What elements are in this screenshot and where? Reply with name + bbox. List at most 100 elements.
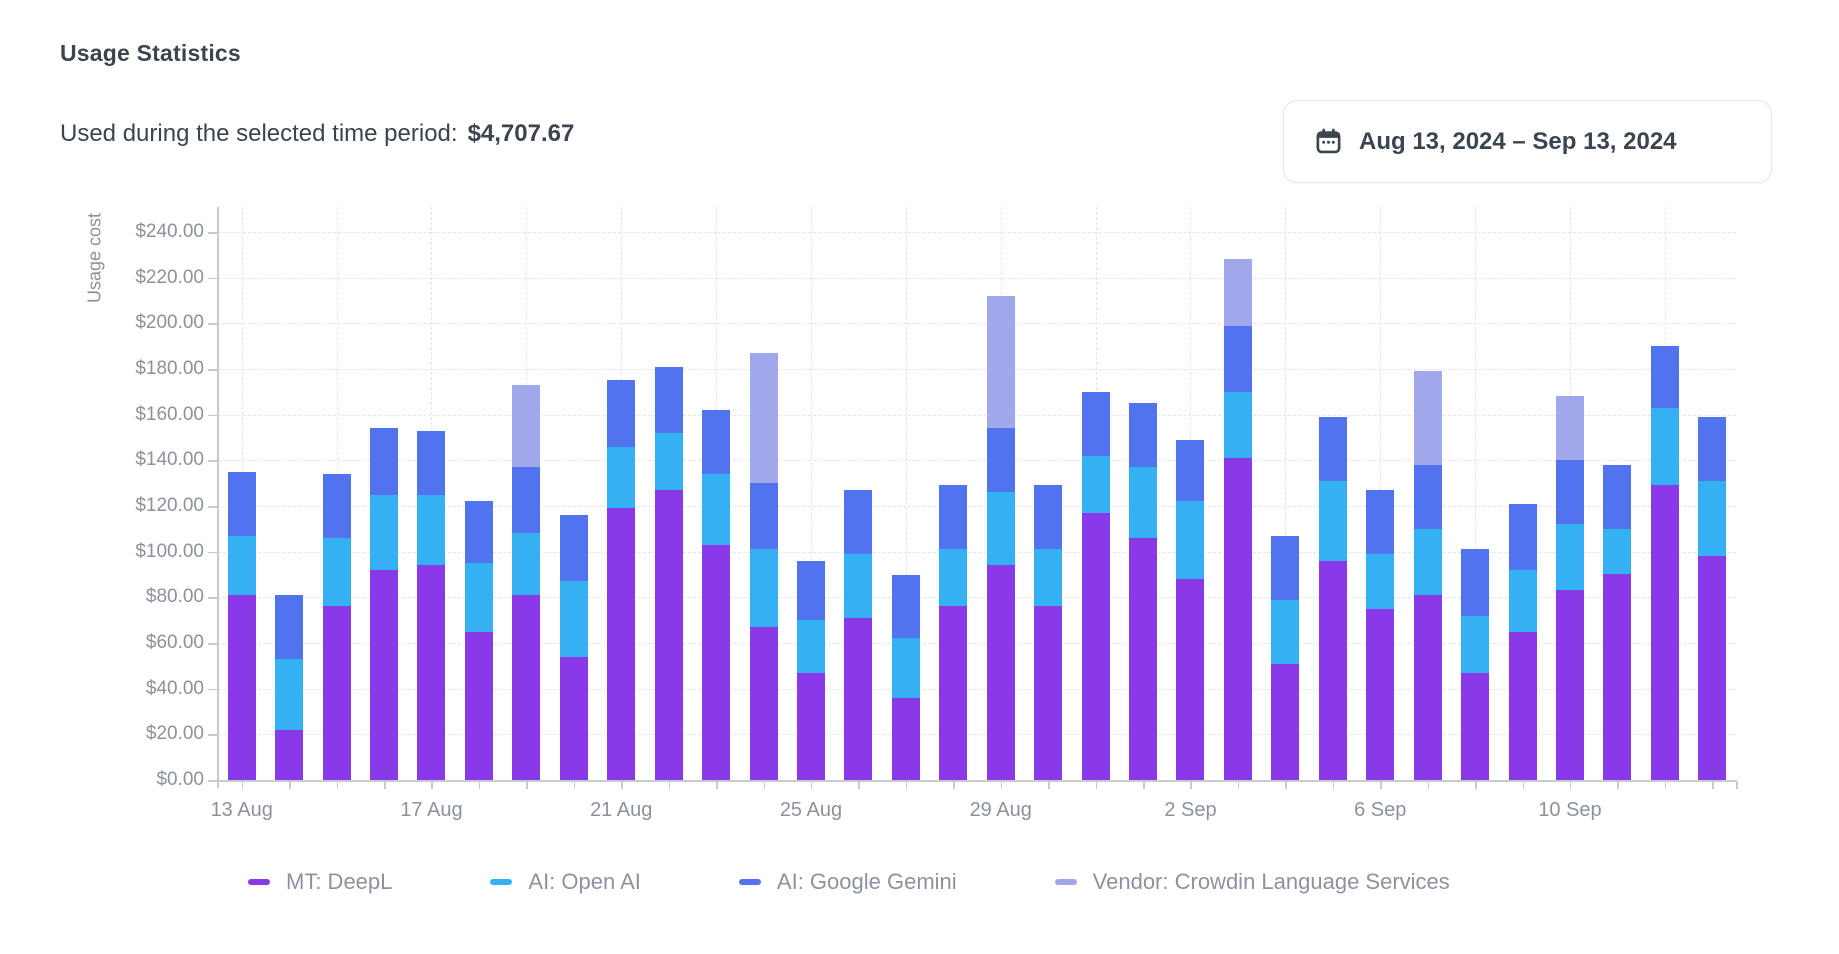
bar-segment-mt-deepl[interactable] [891, 697, 920, 780]
bar-segment-ai-google-gemini[interactable] [1555, 460, 1584, 525]
bar-segment-ai-google-gemini[interactable] [939, 485, 968, 550]
bar-segment-ai-google-gemini[interactable] [1176, 439, 1205, 502]
legend-item-ai-open-ai[interactable]: AI: Open AI [490, 869, 641, 895]
bar-3-sep[interactable] [1223, 259, 1252, 780]
bar-segment-ai-open-ai[interactable] [1366, 553, 1395, 609]
bar-25-aug[interactable] [796, 560, 825, 780]
bar-7-sep[interactable] [1413, 371, 1442, 780]
bar-8-sep[interactable] [1461, 549, 1490, 780]
bar-segment-ai-google-gemini[interactable] [1508, 503, 1537, 570]
bar-segment-mt-deepl[interactable] [654, 489, 683, 780]
bar-segment-mt-deepl[interactable] [1603, 574, 1632, 780]
bar-segment-ai-google-gemini[interactable] [796, 560, 825, 621]
bar-segment-mt-deepl[interactable] [607, 508, 636, 780]
legend-item-vendor-crowdin-language-services[interactable]: Vendor: Crowdin Language Services [1054, 869, 1450, 895]
bar-30-aug[interactable] [1034, 485, 1063, 780]
bar-segment-ai-google-gemini[interactable] [654, 366, 683, 433]
bar-segment-ai-open-ai[interactable] [1413, 528, 1442, 596]
bar-segment-mt-deepl[interactable] [1034, 606, 1063, 780]
bar-segment-ai-open-ai[interactable] [1223, 391, 1252, 458]
bar-segment-ai-google-gemini[interactable] [464, 501, 493, 564]
bar-segment-mt-deepl[interactable] [796, 672, 825, 780]
bar-segment-mt-deepl[interactable] [322, 606, 351, 780]
bar-segment-ai-google-gemini[interactable] [607, 380, 636, 447]
bar-segment-ai-open-ai[interactable] [275, 658, 304, 730]
bar-segment-ai-google-gemini[interactable] [417, 430, 446, 495]
bar-segment-mt-deepl[interactable] [227, 595, 256, 780]
bar-segment-mt-deepl[interactable] [1081, 512, 1110, 780]
bar-segment-ai-google-gemini[interactable] [891, 574, 920, 639]
bar-segment-ai-google-gemini[interactable] [512, 467, 541, 534]
bar-segment-vendor-crowdin-language-services[interactable] [512, 384, 541, 468]
bar-segment-mt-deepl[interactable] [702, 544, 731, 780]
bar-10-sep[interactable] [1555, 396, 1584, 780]
bar-segment-ai-open-ai[interactable] [986, 492, 1015, 566]
bar-23-aug[interactable] [702, 410, 731, 780]
bar-segment-ai-open-ai[interactable] [370, 494, 399, 570]
bar-segment-mt-deepl[interactable] [417, 565, 446, 780]
bar-segment-mt-deepl[interactable] [370, 569, 399, 780]
bar-segment-ai-open-ai[interactable] [1603, 528, 1632, 575]
bar-segment-mt-deepl[interactable] [559, 656, 588, 780]
bar-5-sep[interactable] [1318, 416, 1347, 780]
bar-16-aug[interactable] [370, 428, 399, 780]
bar-segment-ai-open-ai[interactable] [1318, 480, 1347, 561]
bar-segment-ai-google-gemini[interactable] [559, 515, 588, 582]
bar-segment-ai-open-ai[interactable] [1271, 599, 1300, 664]
bar-segment-ai-open-ai[interactable] [844, 553, 873, 618]
bar-19-aug[interactable] [512, 384, 541, 780]
bar-segment-ai-google-gemini[interactable] [1129, 403, 1158, 468]
bar-1-sep[interactable] [1129, 403, 1158, 780]
bar-13-aug[interactable] [227, 471, 256, 780]
bar-26-aug[interactable] [844, 490, 873, 780]
bar-6-sep[interactable] [1366, 490, 1395, 780]
bar-segment-ai-open-ai[interactable] [512, 533, 541, 595]
bar-segment-ai-open-ai[interactable] [1129, 467, 1158, 538]
date-range-picker[interactable]: Aug 13, 2024 – Sep 13, 2024 [1283, 100, 1772, 183]
bar-12-sep[interactable] [1650, 346, 1679, 780]
bar-segment-mt-deepl[interactable] [1650, 485, 1679, 780]
bar-segment-ai-google-gemini[interactable] [1366, 490, 1395, 554]
bar-segment-ai-google-gemini[interactable] [1034, 485, 1063, 550]
bar-segment-mt-deepl[interactable] [1413, 595, 1442, 780]
bar-segment-ai-google-gemini[interactable] [1413, 464, 1442, 529]
bar-segment-vendor-crowdin-language-services[interactable] [749, 353, 778, 484]
bar-27-aug[interactable] [891, 574, 920, 781]
bar-segment-ai-open-ai[interactable] [891, 638, 920, 698]
bar-segment-ai-open-ai[interactable] [1555, 524, 1584, 591]
bar-2-sep[interactable] [1176, 439, 1205, 780]
bar-29-aug[interactable] [986, 295, 1015, 780]
bar-13-sep[interactable] [1698, 416, 1727, 780]
bar-31-aug[interactable] [1081, 391, 1110, 780]
bar-15-aug[interactable] [322, 474, 351, 780]
bar-segment-ai-google-gemini[interactable] [749, 483, 778, 550]
bar-segment-ai-open-ai[interactable] [559, 581, 588, 657]
bar-segment-mt-deepl[interactable] [1508, 631, 1537, 780]
bar-segment-vendor-crowdin-language-services[interactable] [986, 295, 1015, 429]
bar-segment-ai-google-gemini[interactable] [227, 471, 256, 536]
bar-segment-ai-open-ai[interactable] [1034, 549, 1063, 607]
bar-segment-ai-open-ai[interactable] [1698, 480, 1727, 557]
bar-segment-mt-deepl[interactable] [1366, 608, 1395, 780]
bar-segment-ai-google-gemini[interactable] [322, 474, 351, 538]
bar-segment-ai-google-gemini[interactable] [275, 595, 304, 659]
bar-segment-ai-google-gemini[interactable] [1461, 549, 1490, 616]
bar-14-aug[interactable] [275, 595, 304, 780]
bar-segment-ai-open-ai[interactable] [227, 535, 256, 596]
bar-segment-mt-deepl[interactable] [1129, 537, 1158, 780]
bar-segment-ai-google-gemini[interactable] [702, 410, 731, 475]
bar-24-aug[interactable] [749, 353, 778, 780]
bar-28-aug[interactable] [939, 485, 968, 780]
bar-segment-ai-google-gemini[interactable] [1318, 416, 1347, 481]
bar-segment-mt-deepl[interactable] [1318, 560, 1347, 780]
bar-22-aug[interactable] [654, 366, 683, 780]
bar-segment-ai-open-ai[interactable] [464, 563, 493, 632]
bar-segment-ai-open-ai[interactable] [1508, 569, 1537, 632]
bar-segment-ai-open-ai[interactable] [702, 474, 731, 545]
bar-segment-mt-deepl[interactable] [986, 565, 1015, 780]
bar-segment-ai-open-ai[interactable] [1176, 501, 1205, 580]
bar-segment-ai-open-ai[interactable] [417, 494, 446, 566]
bar-segment-mt-deepl[interactable] [1271, 663, 1300, 780]
bar-21-aug[interactable] [607, 380, 636, 780]
bar-segment-mt-deepl[interactable] [275, 729, 304, 780]
